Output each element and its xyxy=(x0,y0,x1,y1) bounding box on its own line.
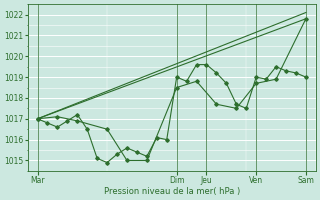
X-axis label: Pression niveau de la mer( hPa ): Pression niveau de la mer( hPa ) xyxy=(104,187,240,196)
